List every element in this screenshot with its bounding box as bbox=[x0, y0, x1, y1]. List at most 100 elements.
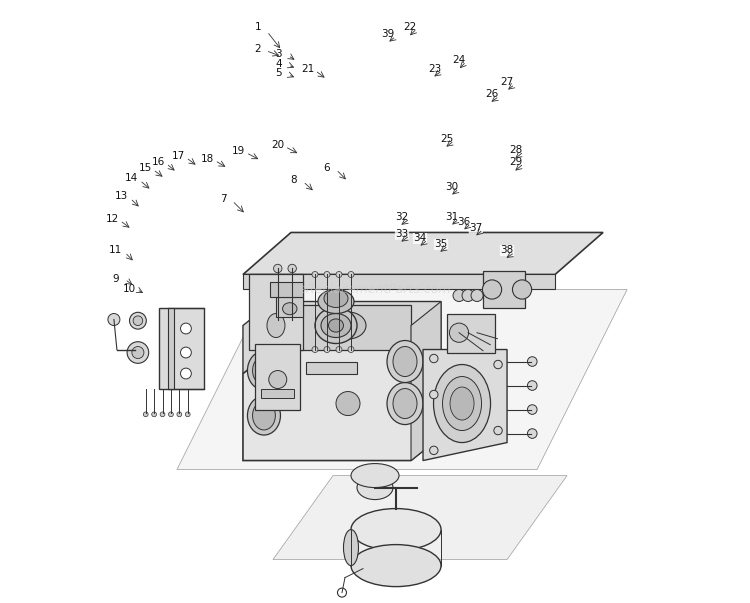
Circle shape bbox=[348, 347, 354, 353]
Circle shape bbox=[494, 361, 502, 368]
Circle shape bbox=[527, 405, 537, 414]
Text: 11: 11 bbox=[109, 245, 122, 256]
Text: 28: 28 bbox=[509, 145, 523, 155]
Text: 31: 31 bbox=[446, 212, 458, 223]
Circle shape bbox=[185, 412, 190, 417]
Text: 9: 9 bbox=[112, 274, 119, 283]
Ellipse shape bbox=[351, 545, 441, 587]
Bar bbox=[279, 305, 411, 350]
Text: 20: 20 bbox=[272, 140, 284, 150]
Text: 7: 7 bbox=[220, 194, 227, 204]
Circle shape bbox=[152, 412, 157, 417]
Circle shape bbox=[512, 280, 532, 299]
Polygon shape bbox=[243, 233, 603, 274]
Circle shape bbox=[130, 312, 146, 329]
Circle shape bbox=[160, 412, 165, 417]
Text: 12: 12 bbox=[106, 213, 118, 224]
Circle shape bbox=[430, 446, 438, 455]
Ellipse shape bbox=[321, 314, 351, 338]
Circle shape bbox=[143, 412, 148, 417]
Polygon shape bbox=[249, 274, 303, 350]
Circle shape bbox=[430, 355, 438, 363]
Text: 32: 32 bbox=[395, 212, 409, 223]
Ellipse shape bbox=[351, 464, 399, 488]
Circle shape bbox=[169, 412, 173, 417]
Ellipse shape bbox=[387, 382, 423, 425]
Circle shape bbox=[274, 264, 282, 273]
Bar bbox=[483, 271, 525, 308]
Ellipse shape bbox=[181, 323, 191, 334]
Text: 6: 6 bbox=[324, 163, 330, 173]
Ellipse shape bbox=[324, 289, 348, 308]
Circle shape bbox=[336, 347, 342, 353]
Ellipse shape bbox=[267, 314, 285, 338]
Text: eReplacementParts.com: eReplacementParts.com bbox=[298, 283, 452, 296]
Circle shape bbox=[449, 323, 469, 343]
Bar bbox=[261, 388, 294, 397]
Circle shape bbox=[348, 271, 354, 277]
Ellipse shape bbox=[318, 289, 354, 314]
Polygon shape bbox=[243, 350, 441, 461]
Ellipse shape bbox=[344, 529, 358, 566]
Polygon shape bbox=[255, 344, 300, 409]
Ellipse shape bbox=[433, 365, 490, 443]
Ellipse shape bbox=[328, 319, 344, 332]
Text: 13: 13 bbox=[115, 192, 128, 201]
Bar bbox=[270, 282, 303, 297]
Polygon shape bbox=[177, 289, 627, 470]
Ellipse shape bbox=[181, 347, 191, 358]
Ellipse shape bbox=[253, 401, 275, 430]
Text: 35: 35 bbox=[434, 239, 448, 250]
Polygon shape bbox=[243, 274, 555, 289]
Text: 18: 18 bbox=[200, 154, 214, 163]
Ellipse shape bbox=[248, 396, 280, 435]
Text: 1: 1 bbox=[255, 22, 261, 31]
Text: 25: 25 bbox=[440, 134, 454, 145]
Text: 8: 8 bbox=[291, 175, 297, 185]
Text: 21: 21 bbox=[302, 63, 314, 74]
Text: 36: 36 bbox=[458, 217, 470, 227]
Text: 34: 34 bbox=[413, 233, 427, 244]
Ellipse shape bbox=[283, 303, 297, 315]
Text: 5: 5 bbox=[276, 68, 282, 78]
Text: 19: 19 bbox=[232, 147, 244, 156]
Text: 22: 22 bbox=[404, 22, 416, 31]
Text: 2: 2 bbox=[255, 45, 261, 54]
Polygon shape bbox=[306, 362, 357, 373]
Text: 16: 16 bbox=[152, 157, 166, 167]
Ellipse shape bbox=[248, 351, 280, 390]
Circle shape bbox=[482, 280, 502, 299]
Polygon shape bbox=[447, 314, 495, 353]
Polygon shape bbox=[423, 350, 507, 461]
Text: 27: 27 bbox=[500, 77, 514, 87]
Ellipse shape bbox=[315, 308, 357, 344]
Ellipse shape bbox=[387, 341, 423, 382]
Polygon shape bbox=[411, 302, 441, 461]
Circle shape bbox=[288, 264, 296, 273]
Ellipse shape bbox=[330, 312, 366, 339]
Text: 26: 26 bbox=[485, 89, 499, 99]
Text: 14: 14 bbox=[125, 174, 139, 183]
Ellipse shape bbox=[336, 391, 360, 415]
Ellipse shape bbox=[393, 388, 417, 418]
Circle shape bbox=[527, 380, 537, 390]
Ellipse shape bbox=[253, 356, 275, 385]
Circle shape bbox=[177, 412, 182, 417]
Ellipse shape bbox=[393, 347, 417, 376]
Text: 38: 38 bbox=[500, 245, 514, 256]
Ellipse shape bbox=[351, 508, 441, 551]
Ellipse shape bbox=[442, 376, 482, 431]
Text: 17: 17 bbox=[172, 151, 184, 161]
Circle shape bbox=[324, 271, 330, 277]
Circle shape bbox=[462, 289, 474, 302]
Polygon shape bbox=[159, 308, 204, 388]
Text: 29: 29 bbox=[509, 157, 523, 167]
Circle shape bbox=[132, 347, 144, 359]
Circle shape bbox=[453, 289, 465, 302]
Ellipse shape bbox=[450, 387, 474, 420]
Text: 37: 37 bbox=[470, 223, 482, 233]
Circle shape bbox=[312, 271, 318, 277]
Circle shape bbox=[133, 316, 142, 326]
Polygon shape bbox=[273, 476, 567, 560]
Text: 4: 4 bbox=[276, 59, 282, 69]
